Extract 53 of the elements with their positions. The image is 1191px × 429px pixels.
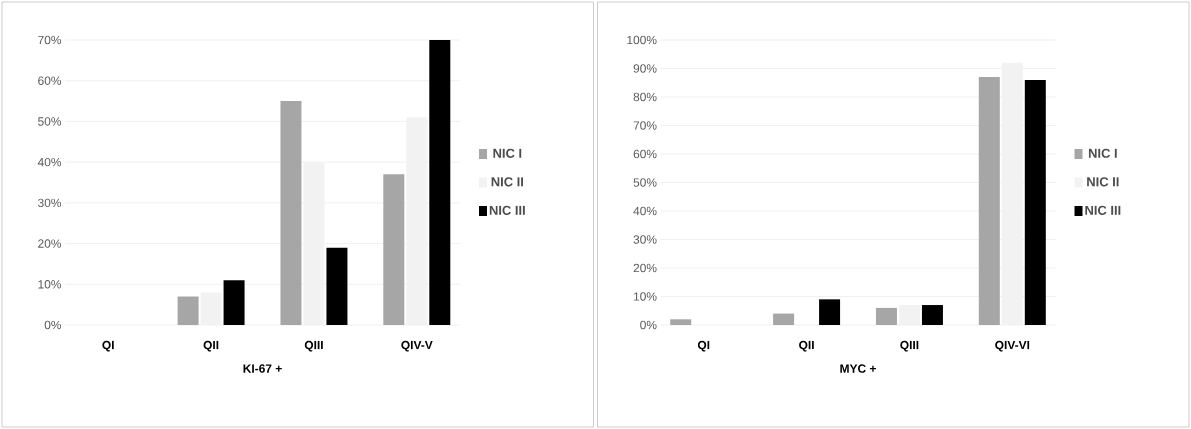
y-tick-label: 40% [633, 206, 657, 216]
y-tick-label: 30% [633, 235, 657, 244]
bar [773, 313, 795, 325]
legend-label: NIC I [1088, 148, 1117, 158]
bar [280, 101, 302, 325]
x-tick-label: QIII [304, 340, 323, 352]
y-tick-label: 70% [38, 35, 62, 45]
y-tick-label: 50% [633, 178, 657, 187]
y-tick-label: 90% [633, 64, 657, 73]
bar [383, 174, 405, 325]
bar [429, 40, 451, 325]
bar [978, 77, 1000, 325]
x-tick-label: QIII [900, 340, 919, 352]
bar [819, 299, 841, 325]
y-tick-label: 40% [37, 157, 62, 167]
y-tick-label: 60% [38, 76, 62, 85]
legend-label: NIC II [491, 177, 524, 187]
y-tick-label: 20% [38, 239, 62, 248]
x-axis-title: MYC + [840, 364, 876, 373]
bar [200, 292, 222, 325]
x-tick-label: QIV-V [401, 340, 433, 352]
y-tick-label: 30% [38, 198, 62, 208]
legend-label: NIC III [1085, 205, 1121, 215]
x-tick-label: QII [799, 340, 814, 352]
y-tick-label: 10% [38, 280, 62, 289]
y-tick-label: 10% [633, 292, 657, 301]
y-tick-label: 60% [633, 149, 657, 159]
y-tick-label: 100% [627, 35, 657, 45]
bar [921, 305, 943, 325]
bar [898, 305, 920, 325]
y-tick-label: 0% [44, 320, 62, 330]
bar [303, 162, 325, 325]
bar [326, 247, 348, 325]
bar [177, 296, 199, 325]
legend-label: NIC I [493, 148, 522, 158]
x-tick-label: QI [102, 340, 114, 352]
y-tick-label: 20% [633, 263, 657, 273]
x-tick-label: QII [203, 340, 219, 352]
legend-label: NIC III [489, 205, 525, 215]
y-tick-label: 0% [640, 320, 657, 330]
bar [406, 117, 428, 325]
y-tick-label: 80% [633, 92, 657, 102]
x-tick-label: QIV-VI [995, 340, 1030, 352]
bar [1024, 79, 1046, 325]
x-axis-title: KI-67 + [243, 364, 282, 373]
bar [1001, 62, 1023, 325]
y-tick-label: 50% [38, 117, 62, 126]
legend-label: NIC II [1087, 177, 1119, 187]
bar [670, 319, 692, 325]
bar [875, 307, 897, 325]
x-tick-label: QI [697, 340, 710, 352]
bar [223, 280, 245, 325]
y-tick-label: 70% [633, 121, 657, 130]
